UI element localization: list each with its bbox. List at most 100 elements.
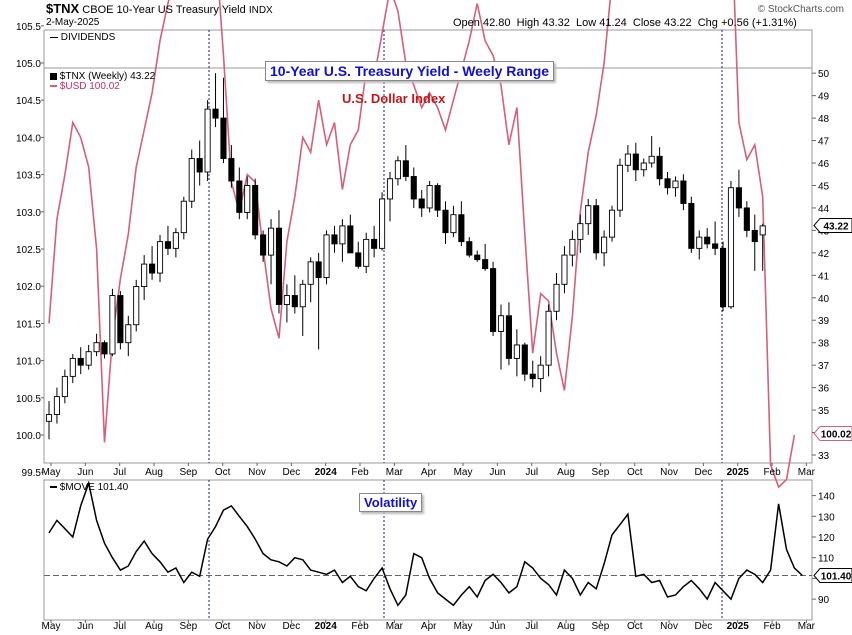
tnx-candle-body <box>299 283 306 308</box>
tnx-candle-body <box>291 295 298 308</box>
tnx-candle-body <box>339 225 346 245</box>
x-tick-label-main: Aug <box>145 467 163 478</box>
tnx-candle-body <box>434 185 441 211</box>
x-tick-label-lower: May <box>454 621 473 632</box>
x-tick-label-main: Dec <box>695 467 713 478</box>
x-tick-label-lower: Oct <box>215 621 231 632</box>
usd-legend: $USD 100.02 <box>50 81 120 92</box>
tnx-candle-body <box>553 283 560 312</box>
tnx-candle-body <box>244 185 251 213</box>
x-tick-label-lower: Apr <box>421 621 437 632</box>
lower-panel-frame <box>43 479 813 621</box>
x-tick-label-lower: Feb <box>763 621 781 632</box>
x-tick-label-lower: Sep <box>591 621 609 632</box>
tnx-candle-body <box>228 158 235 182</box>
x-tick-label-main: Feb <box>351 467 369 478</box>
tnx-candle-body <box>61 375 68 398</box>
tnx-candle-body <box>688 202 695 249</box>
high-value: 43.32 <box>542 17 570 29</box>
x-tick-label-main: Feb <box>763 467 781 478</box>
tnx-candle-body <box>712 243 719 249</box>
tnx-candle-body <box>363 238 370 267</box>
usd-line-series <box>48 0 796 489</box>
tnx-tick-label: 49 <box>818 92 830 103</box>
tnx-candle-body <box>355 252 362 267</box>
x-tick-label-lower: Jul <box>113 621 126 632</box>
tnx-legend: $TNX (Weekly) 43.22 <box>50 71 155 82</box>
tnx-last-tag: 43.22 <box>813 217 852 233</box>
move-last-tag-text: 101.40 <box>821 572 852 583</box>
tnx-candle-body <box>275 227 283 305</box>
x-tick-label-lower: Jul <box>525 621 538 632</box>
tnx-candle-body <box>125 324 132 344</box>
tnx-legend-label: $TNX (Weekly) 43.22 <box>59 71 156 82</box>
tnx-tick-label: 39 <box>818 316 830 327</box>
tnx-candle-body <box>315 261 322 279</box>
move-tick-label: 110 <box>818 554 834 565</box>
x-tick-label-main: 2025 <box>727 467 750 478</box>
x-tick-label-lower: Sep <box>179 621 197 632</box>
tnx-candle-body <box>45 414 53 422</box>
x-tick-label-lower: Feb <box>351 621 369 632</box>
tnx-candle-body <box>220 117 227 159</box>
chg-value: +0.56 (+1.31%) <box>720 17 797 29</box>
ohlc-readout: Open 42.80 High 43.32 Low 41.24 Close 43… <box>453 17 797 29</box>
usd-legend-label: $USD 100.02 <box>59 81 120 92</box>
dividends-legend: DIVIDENDS <box>50 32 115 43</box>
usd-tick-label: 103.5 <box>16 171 41 182</box>
tnx-candle-body <box>283 295 290 305</box>
usd-tick-label: 100.0 <box>16 431 41 442</box>
tnx-candle-body <box>347 225 354 254</box>
tnx-candle-body <box>386 178 394 200</box>
tnx-tick-label: 33 <box>818 451 830 462</box>
tnx-tick-label: 38 <box>818 339 830 350</box>
tnx-candle-body <box>402 160 409 177</box>
high-label: High <box>516 17 540 29</box>
tnx-candle-body <box>236 180 243 213</box>
usd-last-tag: 100.02 <box>813 426 852 442</box>
tnx-candle-body <box>149 263 156 274</box>
tnx-tick-label: 45 <box>818 181 830 192</box>
x-tick-label-lower: Dec <box>695 621 713 632</box>
tnx-candle-body <box>537 364 544 380</box>
tnx-tick-label: 47 <box>818 137 830 148</box>
x-tick-label-lower: Aug <box>557 621 575 632</box>
tnx-candle-body <box>735 187 742 209</box>
open-label: Open <box>453 17 480 29</box>
tnx-candle-body <box>743 207 750 231</box>
tnx-tick-label: 44 <box>818 204 830 215</box>
move-tick-label: 90 <box>818 595 830 606</box>
tnx-candle-body <box>577 223 584 240</box>
move-legend-label: $MOVE 101.40 <box>59 482 129 493</box>
x-tick-label-lower: Mar <box>798 621 816 632</box>
tnx-candle-body <box>727 187 735 308</box>
x-tick-label-main: Oct <box>215 467 231 478</box>
move-line-series <box>44 480 812 607</box>
tnx-candle-body <box>188 158 195 202</box>
usd-tick-label: 101.0 <box>16 357 41 368</box>
tnx-candle-body <box>323 234 330 279</box>
tnx-candle-body <box>410 176 417 200</box>
chart-date: 2-May-2025 <box>46 17 100 28</box>
x-tick-label-main: Oct <box>627 467 643 478</box>
tnx-candle-body <box>664 178 671 189</box>
tnx-last-tag-text: 43.22 <box>823 221 848 232</box>
usd-tick-label: 103.0 <box>16 208 41 219</box>
move-last-tag: 101.40 <box>813 568 852 584</box>
tnx-candle-body <box>482 259 489 270</box>
x-tick-label-main: 2024 <box>315 467 338 478</box>
tnx-tick-label: 48 <box>818 114 830 125</box>
volatility-title-box: Volatility <box>359 493 423 512</box>
tnx-candle-body <box>133 286 140 326</box>
tnx-candle-body <box>307 261 314 285</box>
chart-title-box: 10-Year U.S. Treasury Yield - Weely Rang… <box>265 61 555 81</box>
tnx-candle-body <box>331 234 338 245</box>
tnx-tick-label: 35 <box>818 406 830 417</box>
tnx-candle-body <box>648 155 655 164</box>
x-tick-label-main: Nov <box>248 467 266 478</box>
x-tick-label-main: Jul <box>113 467 126 478</box>
tnx-candle-body <box>196 158 203 173</box>
tnx-candle-body <box>204 108 211 173</box>
open-value: 42.80 <box>482 17 511 29</box>
x-tick-label-main: Jul <box>525 467 538 478</box>
